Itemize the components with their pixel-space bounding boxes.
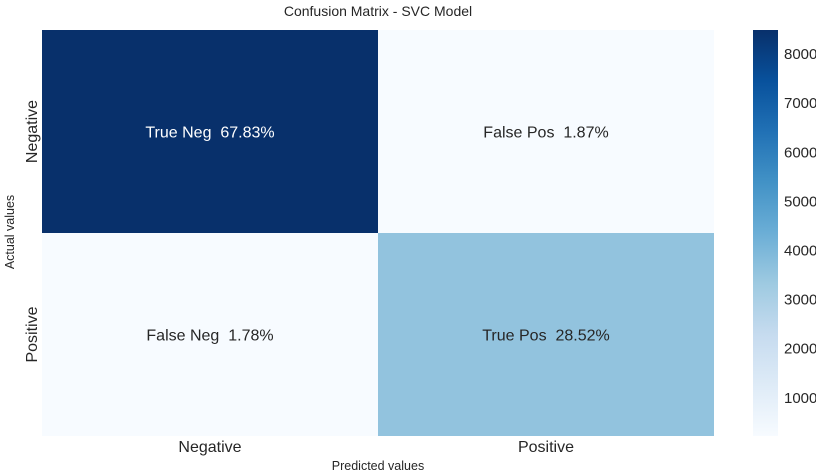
colorbar-tick-label-7000: 7000 bbox=[784, 95, 816, 112]
x-axis-label: Predicted values bbox=[332, 459, 424, 473]
chart-title: Confusion Matrix - SVC Model bbox=[284, 3, 472, 19]
heatmap-cell-labels: True Neg 67.83% False Pos 1.87% False Neg … bbox=[145, 125, 609, 345]
heatmap-cell-r0-c0 bbox=[42, 30, 378, 233]
x-axis-ticks: Negative Positive bbox=[178, 439, 574, 456]
cell-label-r1-c0: False Neg 1.78% bbox=[146, 328, 273, 345]
colorbar bbox=[753, 30, 778, 436]
colorbar-tick-label-8000: 8000 bbox=[784, 46, 816, 63]
colorbar-tick-label-5000: 5000 bbox=[784, 193, 816, 210]
cell-label-r0-c0: True Neg 67.83% bbox=[145, 125, 274, 142]
y-axis-label: Actual values bbox=[3, 195, 17, 269]
cell-label-r0-c1: False Pos 1.87% bbox=[483, 125, 608, 142]
x-tick-label-negative: Negative bbox=[178, 439, 241, 456]
colorbar-tick-label-4000: 4000 bbox=[784, 243, 816, 260]
colorbar-tick-label-2000: 2000 bbox=[784, 341, 816, 358]
colorbar-tick-label-3000: 3000 bbox=[784, 292, 816, 309]
y-tick-label-negative: Negative bbox=[24, 100, 41, 163]
y-axis-ticks: Negative Positive bbox=[24, 100, 41, 363]
y-tick-label-positive: Positive bbox=[24, 306, 41, 362]
heatmap-cell-r1-c1 bbox=[378, 233, 714, 436]
colorbar-ticks: 1000 2000 3000 4000 5000 6000 7000 8000 bbox=[784, 46, 816, 407]
x-tick-label-positive: Positive bbox=[518, 439, 574, 456]
colorbar-tick-label-1000: 1000 bbox=[784, 390, 816, 407]
colorbar-tick-label-6000: 6000 bbox=[784, 144, 816, 161]
heatmap-cell-r1-c0 bbox=[42, 233, 378, 436]
heatmap-cell-r0-c1 bbox=[378, 30, 714, 233]
cell-label-r1-c1: True Pos 28.52% bbox=[482, 328, 609, 345]
heatmap-cells bbox=[42, 30, 714, 436]
